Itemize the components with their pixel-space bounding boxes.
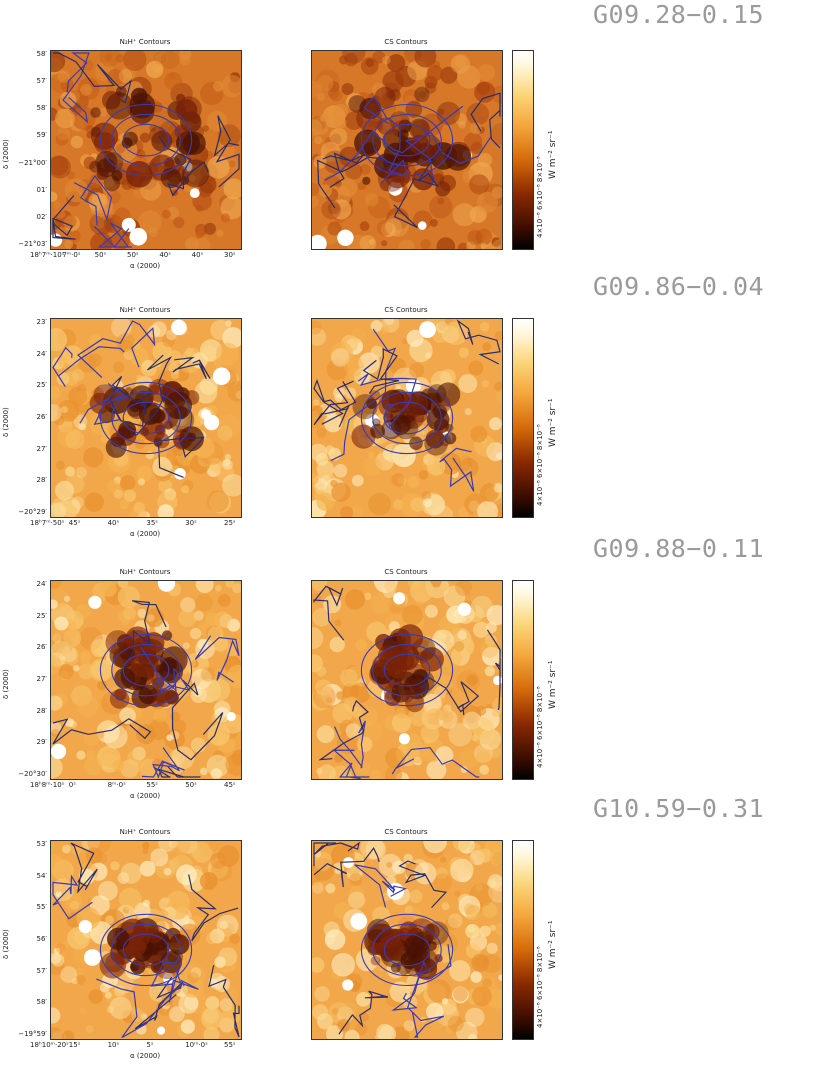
colorbar-unit-label: W m⁻² sr⁻¹ (548, 920, 558, 970)
y-tick-label: 23′ (36, 318, 48, 326)
right-map (311, 318, 503, 518)
y-tick-label: 56′ (36, 935, 48, 943)
colorbar-tick-labels: 4×10⁻⁸ 6×10⁻⁸ 8×10⁻⁸ (536, 156, 544, 238)
x-tick-label: 50ˢ (127, 251, 139, 259)
x-axis-label: α (2000) (130, 792, 161, 800)
x-tick-label: 15ˢ (68, 1041, 81, 1049)
y-tick-label: −21°03′ (18, 240, 47, 248)
x-axis-label: α (2000) (130, 262, 161, 270)
y-tick-label: 24′ (36, 349, 48, 358)
x-tick-label: 10ˢ (107, 1041, 120, 1049)
y-tick-label: 55′ (36, 903, 48, 912)
x-tick-label: 18ʰ10ᵐ·20ˢ (30, 1041, 69, 1049)
figure-row: G09.28−0.15 N₂H⁺ Contours CS Contours 58′ 57… (0, 0, 830, 288)
y-axis-label: δ (2000) (2, 669, 10, 699)
colorbar (512, 840, 534, 1040)
y-tick-label: 57′ (36, 77, 48, 86)
y-tick-label: 28′ (36, 476, 48, 485)
left-panel-title: N₂H⁺ Contours (119, 38, 171, 46)
right-panel-title: CS Contours (384, 828, 428, 836)
source-label: G09.28−0.15 (593, 0, 765, 29)
x-tick-label: 8ᵐ·0ˢ (107, 781, 126, 789)
left-panel-title: N₂H⁺ Contours (119, 568, 171, 576)
x-axis-label: α (2000) (130, 530, 161, 538)
y-tick-label: −20°30′ (18, 770, 47, 778)
left-map (50, 50, 242, 250)
x-tick-label: 0ˢ (68, 781, 76, 789)
y-tick-label: 02′ (36, 212, 48, 221)
colorbar (512, 50, 534, 250)
y-tick-label: 58′ (36, 50, 48, 58)
left-map (50, 318, 242, 518)
y-axis-label: δ (2000) (2, 929, 10, 959)
x-tick-label: 30ˢ (224, 251, 236, 259)
colorbar-tick-labels: 4×10⁻⁸ 6×10⁻⁸ 8×10⁻⁸ (536, 424, 544, 506)
y-tick-label: −20°29′ (18, 508, 47, 516)
x-tick-label: 40ˢ (159, 251, 171, 259)
left-map (50, 580, 242, 780)
y-axis-label: δ (2000) (2, 407, 10, 437)
y-tick-label: 57′ (36, 966, 48, 975)
x-tick-label: 7ᵐ·0ˢ (62, 251, 81, 259)
left-map (50, 840, 242, 1040)
source-label: G09.86−0.04 (593, 272, 765, 301)
x-tick-label: 10ᵐ·0ˢ (185, 1041, 208, 1049)
x-tick-label: 18ʰ7ᵐ·50ˢ (30, 519, 65, 527)
figure-row: G09.88−0.11 N₂H⁺ Contours CS Contours 24′ 25… (0, 534, 830, 818)
x-tick-label: 35ˢ (146, 519, 158, 527)
y-tick-label: 26′ (36, 643, 48, 652)
y-tick-label: 25′ (36, 381, 48, 390)
right-panel-title: CS Contours (384, 568, 428, 576)
y-tick-label: 26′ (36, 413, 48, 421)
x-tick-label: 25ˢ (224, 519, 236, 527)
x-tick-label: 18ʰ8ᵐ·10ˢ (30, 781, 65, 789)
y-axis-label: δ (2000) (2, 139, 10, 169)
figure-row: G10.59−0.31 N₂H⁺ Contours CS Contours 53′ 54… (0, 794, 830, 1078)
colorbar-tick-labels: 4×10⁻⁸ 6×10⁻⁸ 8×10⁻⁸ (536, 686, 544, 768)
colorbar (512, 318, 534, 518)
y-tick-label: −19°59′ (18, 1030, 47, 1038)
y-tick-label: 58′ (36, 998, 48, 1007)
x-tick-label: 45ˢ (68, 519, 81, 527)
right-panel-title: CS Contours (384, 306, 428, 314)
y-tick-label: 58′ (36, 104, 48, 113)
right-panel-title: CS Contours (384, 38, 428, 46)
x-tick-label: 45ˢ (224, 781, 236, 789)
colorbar-unit-label: W m⁻² sr⁻¹ (548, 130, 558, 180)
y-tick-label: 59′ (36, 131, 48, 140)
y-tick-label: 28′ (36, 706, 48, 715)
right-map (311, 50, 503, 250)
y-tick-label: 01′ (36, 185, 48, 194)
right-map (311, 580, 503, 780)
figure-row: G09.86−0.04 N₂H⁺ Contours CS Contours 23′ 24… (0, 272, 830, 556)
x-tick-label: 55ˢ (224, 1041, 236, 1049)
x-tick-label: 40ˢ (107, 519, 120, 527)
y-tick-label: 29′ (36, 738, 48, 747)
y-tick-label: 24′ (36, 580, 48, 588)
source-label: G09.88−0.11 (593, 534, 765, 563)
x-tick-label: 18ʰ7ᵐ·10ˢ (30, 251, 65, 259)
y-tick-label: 53′ (36, 840, 48, 848)
colorbar-unit-label: W m⁻² sr⁻¹ (548, 398, 558, 448)
colorbar (512, 580, 534, 780)
y-tick-label: 27′ (36, 675, 48, 683)
y-tick-label: 25′ (36, 611, 48, 620)
colorbar-tick-labels: 4×10⁻⁸ 6×10⁻⁸ 8×10⁻⁸ (536, 946, 544, 1028)
x-tick-label: 55ˢ (146, 781, 158, 789)
y-tick-label: −21°00′ (18, 158, 47, 167)
left-panel-title: N₂H⁺ Contours (119, 828, 171, 836)
x-tick-label: 5ˢ (146, 1041, 154, 1049)
x-axis-label: α (2000) (130, 1052, 161, 1060)
source-label: G10.59−0.31 (593, 794, 765, 823)
x-tick-label: 40ˢ (191, 251, 204, 259)
y-tick-label: 27′ (36, 444, 48, 453)
y-tick-label: 54′ (36, 871, 48, 880)
colorbar-unit-label: W m⁻² sr⁻¹ (548, 660, 558, 710)
left-panel-title: N₂H⁺ Contours (119, 306, 171, 314)
x-tick-label: 30ˢ (185, 519, 197, 527)
right-map (311, 840, 503, 1040)
x-tick-label: 50ˢ (185, 781, 197, 789)
x-tick-label: 50ˢ (94, 251, 107, 259)
